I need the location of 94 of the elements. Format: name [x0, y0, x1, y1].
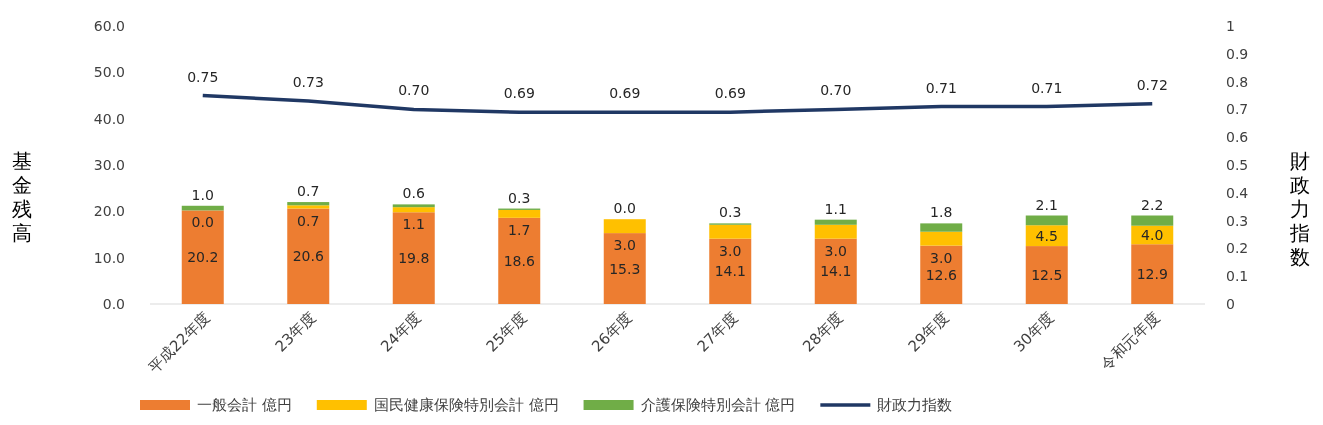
data-label: 15.3	[609, 260, 641, 277]
x-tick-label: 26年度	[588, 308, 636, 356]
bar	[498, 217, 541, 304]
y-tick-label: 0.0	[102, 296, 125, 312]
data-label: 12.5	[1031, 267, 1063, 284]
y2-tick-label: 0.3	[1226, 212, 1249, 229]
data-label: 0.73	[292, 74, 324, 91]
bar	[392, 212, 435, 304]
data-label: 4.0	[1141, 226, 1164, 243]
bar	[603, 233, 646, 304]
bar	[1025, 215, 1068, 226]
data-label: 0.72	[1136, 76, 1168, 93]
data-label: 0.75	[187, 68, 219, 85]
data-label: 0.70	[820, 82, 852, 99]
x-tick-label: 30年度	[1010, 308, 1058, 356]
bar	[1131, 215, 1174, 226]
y2-axis-title: 財政力指数	[1289, 149, 1310, 269]
bar	[287, 208, 330, 304]
y-tick-label: 30.0	[93, 157, 125, 173]
bar	[920, 223, 963, 232]
data-label: 18.6	[503, 252, 535, 269]
y2-tick-label: 0.9	[1226, 45, 1249, 62]
data-label: 20.2	[187, 249, 219, 266]
y2-tick-label: 0.8	[1226, 73, 1249, 90]
y-tick-label: 60.0	[93, 18, 125, 34]
data-label: 20.6	[292, 248, 324, 265]
data-label: 0.0	[613, 200, 636, 217]
y2-tick-label: 0.1	[1226, 268, 1249, 285]
bar	[181, 210, 224, 304]
bar	[1131, 244, 1174, 304]
bar	[498, 209, 541, 218]
data-label: 1.1	[402, 216, 425, 233]
legend-label: 一般会計 億円	[197, 396, 292, 414]
y2-tick-label: 0.4	[1226, 184, 1249, 201]
data-label: 1.8	[930, 204, 953, 221]
data-label: 0.7	[297, 183, 320, 200]
y-axis-title: 基金残高	[12, 149, 32, 245]
data-label: 3.0	[824, 242, 847, 259]
bar	[392, 204, 435, 208]
bar	[920, 231, 963, 246]
data-label: 14.1	[820, 263, 852, 280]
data-label: 0.7	[297, 212, 320, 229]
y2-tick-label: 0	[1226, 296, 1235, 312]
data-label: 3.0	[613, 237, 636, 254]
data-label: 1.7	[508, 221, 531, 238]
data-label: 0.71	[925, 79, 957, 96]
data-label: 4.5	[1035, 227, 1058, 244]
y2-tick-label: 1	[1226, 18, 1235, 34]
data-label: 0.69	[714, 85, 746, 102]
x-tick-label: 25年度	[482, 308, 531, 356]
y-tick-label: 20.0	[93, 203, 125, 220]
x-tick-label: 27年度	[693, 308, 742, 356]
bar	[814, 238, 857, 304]
y-tick-label: 50.0	[93, 64, 125, 81]
data-label: 0.0	[191, 214, 214, 231]
data-label: 0.70	[398, 82, 430, 99]
bar	[603, 219, 646, 234]
y2-tick-label: 0.5	[1226, 157, 1249, 173]
x-tick-label: 23年度	[271, 308, 320, 356]
y-tick-label: 10.0	[93, 249, 125, 266]
data-label: 0.3	[719, 204, 742, 221]
legend-label: 財政力指数	[877, 396, 953, 414]
data-label: 3.0	[719, 242, 742, 259]
data-label: 2.1	[1035, 196, 1058, 213]
bar	[1025, 246, 1068, 304]
legend-label: 介護保険特別会計 億円	[640, 396, 796, 414]
data-label: 12.6	[925, 266, 957, 283]
bar	[392, 207, 435, 213]
bar	[814, 219, 857, 225]
legend-label: 国民健康保険特別会計 億円	[373, 396, 559, 414]
data-label: 2.2	[1141, 196, 1164, 213]
data-label: 1.0	[191, 186, 214, 203]
bar	[709, 238, 752, 304]
data-label: 0.3	[508, 189, 531, 206]
data-label: 19.8	[398, 250, 430, 267]
data-label: 1.1	[824, 200, 847, 217]
data-label: 0.69	[503, 85, 535, 102]
y-tick-label: 40.0	[93, 110, 125, 127]
y2-tick-label: 0.6	[1226, 129, 1249, 146]
x-tick-label: 28年度	[799, 308, 847, 356]
data-label: 12.9	[1136, 266, 1168, 283]
data-label: 0.71	[1031, 79, 1063, 96]
data-label: 0.6	[402, 185, 425, 202]
bar	[814, 224, 857, 239]
x-tick-label: 24年度	[377, 308, 425, 356]
y2-tick-label: 0.2	[1226, 240, 1249, 257]
data-label: 14.1	[714, 263, 746, 280]
x-tick-label: 令和元年度	[1097, 308, 1164, 374]
x-tick-label: 29年度	[904, 308, 953, 356]
y2-tick-label: 0.7	[1226, 101, 1249, 118]
bar	[709, 224, 752, 239]
data-label: 3.0	[930, 249, 953, 266]
x-tick-label: 平成22年度	[144, 308, 214, 377]
data-label: 0.69	[609, 85, 641, 102]
